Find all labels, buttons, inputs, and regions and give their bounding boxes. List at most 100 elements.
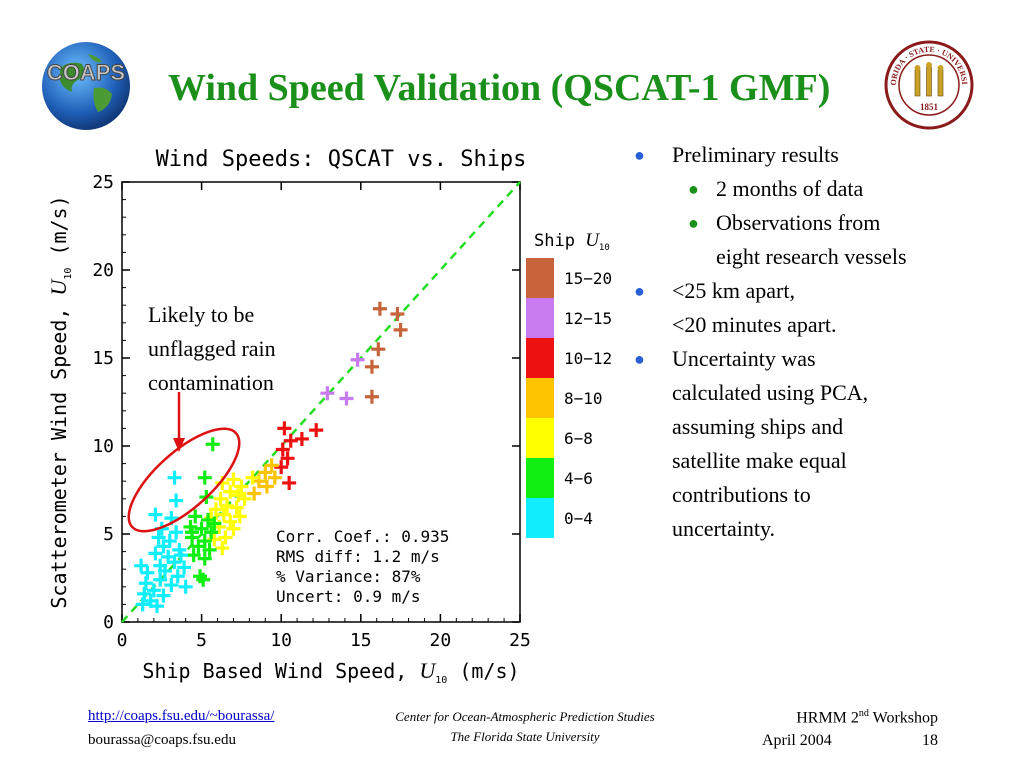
- data-point: [185, 525, 200, 540]
- legend-swatch: [526, 378, 554, 418]
- x-tick-label: 20: [430, 630, 452, 651]
- legend-title: Ship U10: [534, 230, 610, 253]
- data-point: [218, 530, 233, 545]
- data-point: [135, 597, 150, 612]
- annotation-line: Likely to be: [148, 302, 255, 327]
- y-tick-label: 25: [92, 172, 114, 193]
- chart-title: Wind Speeds: QSCAT vs. Ships: [156, 147, 527, 172]
- footer-email: bourassa@coaps.fsu.edu: [88, 732, 236, 748]
- data-point: [259, 479, 274, 494]
- data-point: [245, 470, 260, 485]
- data-point: [320, 386, 335, 401]
- x-tick-label: 5: [196, 630, 207, 651]
- data-point: [167, 470, 182, 485]
- data-point: [204, 525, 219, 540]
- data-point: [229, 500, 244, 515]
- data-point: [167, 555, 182, 570]
- data-point: [156, 588, 171, 603]
- legend-swatch: [526, 418, 554, 458]
- data-point: [202, 542, 217, 557]
- data-point: [371, 342, 386, 357]
- x-tick-label: 15: [350, 630, 372, 651]
- data-point: [169, 525, 184, 540]
- bullet-item: ● Preliminary results: [634, 138, 1014, 172]
- stat-line: RMS diff: 1.2 m/s: [276, 547, 440, 566]
- data-point: [216, 507, 231, 522]
- rain-annotation: Likely to be unflagged rain contaminatio…: [148, 298, 276, 400]
- data-point: [148, 546, 163, 561]
- bullet-dot-icon: ●: [634, 281, 645, 301]
- bullet-item: ● Observations from eight research vesse…: [634, 206, 1014, 274]
- slide-title: Wind Speed Validation (QSCAT-1 GMF): [168, 67, 831, 109]
- data-point: [226, 472, 241, 487]
- data-point: [177, 560, 192, 575]
- bullet-item: ● Uncertainty was calculated using PCA, …: [634, 342, 1014, 546]
- y-tick-label: 5: [103, 524, 114, 545]
- legend-label: 12−15: [564, 309, 612, 328]
- bullet-item: ● <25 km apart, <20 minutes apart.: [634, 274, 1014, 342]
- footer-date: April 2004: [762, 732, 832, 749]
- data-point: [237, 491, 252, 506]
- x-tick-label: 10: [270, 630, 292, 651]
- data-point: [196, 572, 211, 587]
- data-point: [232, 509, 247, 524]
- legend-label: 0−4: [564, 509, 593, 528]
- footer-link[interactable]: http://coaps.fsu.edu/~bourassa/: [88, 708, 275, 724]
- rain-ellipse: [127, 427, 241, 533]
- stat-line: Corr. Coef.: 0.935: [276, 527, 449, 546]
- data-point: [208, 502, 223, 517]
- data-point: [205, 437, 220, 452]
- legend-swatch: [526, 258, 554, 298]
- data-point: [170, 569, 185, 584]
- bullet-dot-icon: ●: [688, 179, 699, 199]
- x-tick-label: 0: [117, 630, 128, 651]
- data-point: [197, 551, 212, 566]
- data-point: [364, 389, 379, 404]
- footer-workshop: HRMM 2nd Workshop: [796, 708, 938, 727]
- plot-frame: [121, 181, 521, 623]
- data-point: [197, 470, 212, 485]
- bullet-item: ● 2 months of data: [634, 172, 1014, 206]
- data-point: [223, 484, 238, 499]
- data-point: [220, 498, 235, 513]
- data-point: [213, 491, 228, 506]
- logo-text: COAPS: [47, 60, 125, 85]
- legend-swatch: [526, 498, 554, 538]
- bullet-dot-icon: ●: [634, 145, 645, 165]
- legend-swatch: [526, 298, 554, 338]
- legend-label: 6−8: [564, 429, 593, 448]
- data-point: [169, 493, 184, 508]
- data-point: [215, 541, 230, 556]
- annotation-arrowhead: [173, 438, 185, 452]
- data-point: [191, 539, 206, 554]
- y-axis-label: Scatterometer Wind Speed, U10 (m/s): [46, 195, 74, 608]
- footer-center-line1: Center for Ocean-Atmospheric Prediction …: [395, 709, 655, 724]
- scatter-chart: Wind Speeds: QSCAT vs. Ships 0 5 10 15 20 25 0 5…: [46, 147, 612, 686]
- bullet-dot-icon: ●: [688, 213, 699, 233]
- data-point: [393, 322, 408, 337]
- data-point: [280, 451, 295, 466]
- data-point: [277, 421, 292, 436]
- data-point: [188, 509, 203, 524]
- data-point: [156, 539, 171, 554]
- data-point: [153, 572, 168, 587]
- data-point: [134, 558, 149, 573]
- x-tick-label: 25: [509, 630, 531, 651]
- svg-text:1851: 1851: [920, 102, 939, 112]
- x-axis-label: Ship Based Wind Speed, U10 (m/s): [142, 658, 519, 686]
- footer-page-number: 18: [922, 732, 938, 749]
- data-point: [223, 514, 238, 529]
- coaps-logo: COAPS: [42, 42, 130, 130]
- legend-label: 15−20: [564, 269, 612, 288]
- data-point: [194, 521, 209, 536]
- stat-line: Uncert: 0.9 m/s: [276, 587, 421, 606]
- annotation-line: unflagged rain: [148, 336, 276, 361]
- data-point: [364, 359, 379, 374]
- bullet-dot-icon: ●: [634, 349, 645, 369]
- data-point: [164, 578, 179, 593]
- y-tick-label: 0: [103, 612, 114, 633]
- data-point: [258, 465, 273, 480]
- legend-label: 10−12: [564, 349, 612, 368]
- legend-label: 4−6: [564, 469, 593, 488]
- bullet-list: ● Preliminary results ● 2 months of data…: [634, 138, 1014, 546]
